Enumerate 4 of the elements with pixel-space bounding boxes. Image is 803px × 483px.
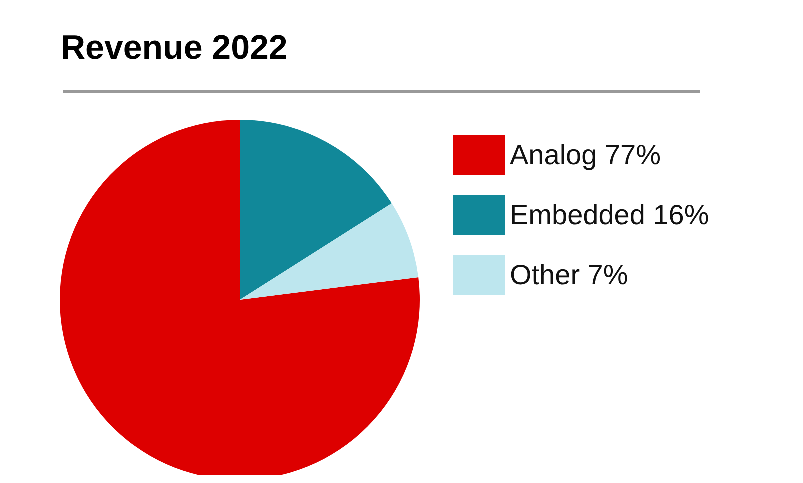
legend-label: Embedded 16% bbox=[510, 200, 710, 230]
chart-title: Revenue 2022 bbox=[61, 29, 288, 67]
legend-label: Other 7% bbox=[510, 260, 628, 290]
legend-label: Analog 77% bbox=[510, 140, 662, 170]
